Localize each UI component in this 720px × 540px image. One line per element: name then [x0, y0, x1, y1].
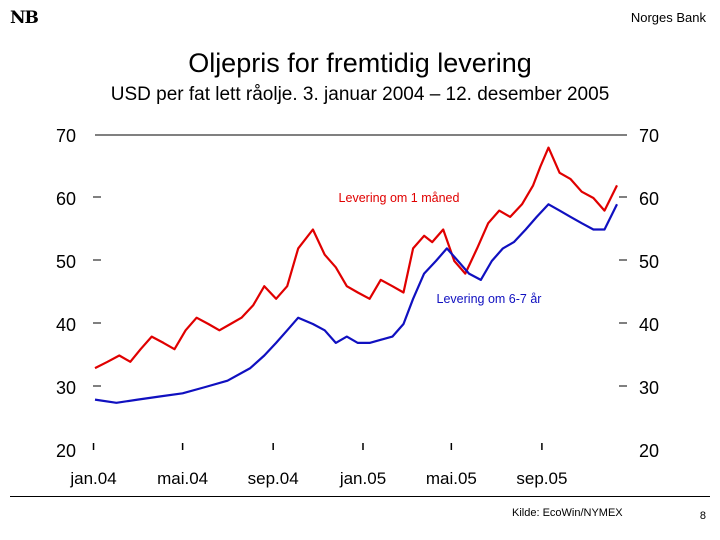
y-tick-label-right: 60 — [639, 189, 659, 209]
y-tick-label-left: 50 — [56, 252, 76, 272]
series-line-6-7-years — [94, 203, 618, 404]
x-tick-label: sep.05 — [516, 469, 567, 488]
y-tick-label-left: 20 — [56, 441, 76, 461]
y-tick-label-right: 70 — [639, 126, 659, 146]
x-tick-label: jan.05 — [339, 469, 386, 488]
y-tick-label-left: 70 — [56, 126, 76, 146]
x-tick-label: jan.04 — [69, 469, 116, 488]
series-line-1-month — [94, 146, 618, 370]
x-tick-label: mai.05 — [426, 469, 477, 488]
annotation-box-6-7-years — [428, 290, 550, 310]
y-tick-label-left: 40 — [56, 315, 76, 335]
x-tick-label: mai.04 — [157, 469, 208, 488]
y-tick-label-right: 20 — [639, 441, 659, 461]
y-tick-label-left: 30 — [56, 378, 76, 398]
y-tick-label-right: 40 — [639, 315, 659, 335]
norges-bank-logo: NB — [10, 8, 39, 28]
annotation-6-7-years: Levering om 6-7 år — [437, 292, 542, 306]
y-tick-label-right: 50 — [639, 252, 659, 272]
bank-name: Norges Bank — [630, 10, 706, 25]
annotation-1-month: Levering om 1 måned — [339, 191, 460, 205]
y-tick-label-left: 60 — [56, 189, 76, 209]
chart-subtitle: USD per fat lett råolje. 3. januar 2004 … — [110, 84, 610, 105]
annotation-box-1-month — [330, 187, 470, 207]
chart-title: Oljepris for fremtidig levering — [188, 48, 532, 78]
footer-divider — [10, 496, 710, 497]
page-number: 8 — [699, 510, 706, 522]
y-tick-label-right: 30 — [639, 378, 659, 398]
x-tick-label: sep.04 — [248, 469, 299, 488]
source-note: Kilde: EcoWin/NYMEX — [512, 507, 623, 519]
